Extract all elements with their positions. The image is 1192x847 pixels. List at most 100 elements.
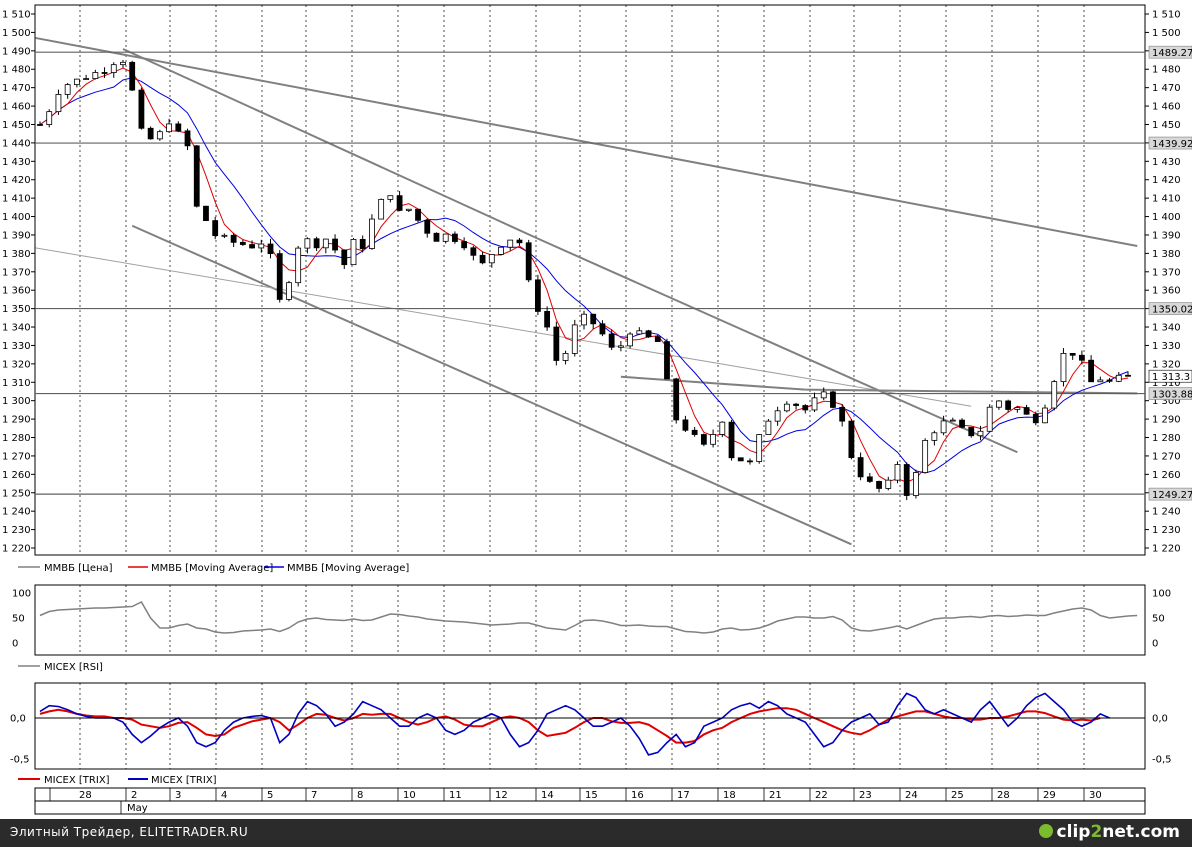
rsi-label-right-0: 0 — [1152, 639, 1158, 650]
candle-body-116 — [1106, 379, 1113, 382]
candle-body-50 — [498, 246, 504, 255]
level-label-3: 1303.88 — [1152, 390, 1192, 401]
candle-body-99 — [949, 419, 956, 422]
trend-line-3 — [131, 224, 852, 546]
candle-body-62 — [608, 333, 615, 348]
y-label-left-5: 1 270 — [2, 451, 31, 462]
candle-body-91 — [876, 481, 882, 489]
date-label-16: 22 — [815, 790, 828, 801]
candle-body-18 — [203, 205, 209, 222]
y-label-left-20: 1 420 — [2, 175, 31, 186]
candle-body-37 — [378, 198, 385, 220]
candle-body-3 — [64, 84, 71, 95]
y-label-left-7: 1 290 — [2, 415, 31, 426]
y-label-right-18: 1 400 — [1152, 212, 1181, 223]
trix-gridlines — [79, 683, 1085, 769]
candle-body-23 — [249, 244, 255, 249]
candle-body-14 — [166, 123, 172, 133]
candle-body-78 — [756, 434, 763, 462]
candle-body-19 — [212, 220, 219, 237]
legend-label-rsi: MICEX [RSI] — [44, 662, 103, 673]
y-label-right-4: 1 260 — [1152, 470, 1181, 481]
candle-body-0 — [37, 124, 43, 126]
trend-line-1 — [122, 48, 539, 240]
y-label-left-3: 1 250 — [2, 488, 31, 499]
y-label-left-24: 1 460 — [2, 102, 31, 113]
candle-body-105 — [1005, 400, 1012, 410]
trix-red-line — [39, 707, 1101, 744]
trend-line-6 — [805, 388, 1138, 395]
y-label-right-17: 1 390 — [1152, 230, 1181, 241]
candle-body-97 — [931, 432, 938, 441]
level-box-2 — [1148, 302, 1192, 315]
logo-part-com: .com — [1134, 822, 1180, 842]
price-legend: ММВБ [Цена] ММВБ [Moving Average] ММВБ [… — [18, 563, 409, 574]
date-label-21: 29 — [1043, 790, 1056, 801]
candle-body-25 — [267, 243, 274, 255]
date-label-9: 12 — [495, 790, 508, 801]
candle-body-69 — [673, 378, 680, 421]
y-label-left-11: 1 330 — [2, 341, 31, 352]
date-label-3: 4 — [221, 790, 227, 801]
trix-label-right-1: -0,5 — [1152, 755, 1172, 766]
candle-body-107 — [1023, 407, 1030, 415]
ma-blue-path — [39, 77, 1129, 474]
date-label-12: 16 — [631, 790, 644, 801]
y-label-left-10: 1 320 — [2, 359, 31, 370]
footer-bar: Элитный Трейдер, ELITETRADER.RU clip2net… — [0, 819, 1192, 847]
rsi-label-left-1: 50 — [12, 614, 25, 625]
rsi-legend: MICEX [RSI] — [18, 662, 103, 673]
candle-body-77 — [747, 460, 753, 463]
candle-body-31 — [322, 238, 329, 249]
candle-body-22 — [239, 241, 246, 245]
candle-body-34 — [350, 239, 357, 266]
candle-body-89 — [857, 457, 864, 478]
candle-body-32 — [332, 238, 338, 251]
y-label-right-16: 1 380 — [1152, 249, 1181, 260]
candle-body-86 — [830, 391, 836, 408]
legend-label-ma-blue: ММВБ [Moving Average] — [287, 563, 409, 574]
candle-body-49 — [488, 254, 495, 264]
candle-body-6 — [92, 72, 99, 79]
y-label-right-5: 1 270 — [1152, 451, 1181, 462]
y-label-left-23: 1 450 — [2, 120, 31, 131]
candle-body-45 — [452, 233, 458, 242]
candle-body-5 — [83, 78, 90, 80]
legend-label-price: ММВБ [Цена] — [44, 563, 113, 574]
candle-body-109 — [1042, 407, 1048, 424]
rsi-label-left-2: 100 — [12, 589, 31, 600]
candle-body-51 — [507, 239, 514, 248]
date-label-8: 11 — [449, 790, 462, 801]
y-label-left-27: 1 490 — [2, 46, 31, 57]
candle-body-30 — [313, 238, 320, 249]
date-label-20: 28 — [997, 790, 1010, 801]
candle-body-103 — [986, 406, 993, 432]
candle-body-13 — [156, 131, 163, 140]
trix-blue-path — [39, 692, 1110, 756]
candle-body-74 — [719, 421, 726, 435]
candle-body-52 — [516, 239, 523, 244]
trend-line-0 — [35, 36, 1138, 247]
date-label-4: 5 — [267, 790, 273, 801]
date-label-14: 18 — [723, 790, 736, 801]
y-label-right-15: 1 370 — [1152, 267, 1181, 278]
level-box-4 — [1148, 487, 1192, 501]
trix-label-left-1: -0,5 — [10, 755, 30, 766]
rsi-label-right-1: 50 — [1152, 614, 1165, 625]
candle-body-70 — [682, 419, 689, 431]
candle-body-9 — [120, 61, 126, 66]
y-label-left-0: 1 220 — [2, 544, 31, 555]
candle-body-98 — [940, 420, 947, 434]
candle-body-35 — [359, 239, 366, 249]
candle-body-79 — [765, 420, 772, 435]
trend-lines — [35, 36, 1138, 546]
candle-body-80 — [774, 410, 781, 422]
candle-body-43 — [433, 232, 440, 242]
y-label-left-9: 1 310 — [2, 378, 31, 389]
clip2net-logo[interactable]: clip2net.com — [1038, 822, 1180, 842]
candle-body-96 — [922, 439, 929, 473]
candle-body-55 — [544, 311, 551, 328]
candle-body-101 — [968, 426, 975, 437]
candle-body-41 — [415, 208, 421, 221]
